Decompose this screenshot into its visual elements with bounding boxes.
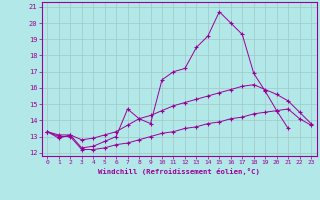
X-axis label: Windchill (Refroidissement éolien,°C): Windchill (Refroidissement éolien,°C): [98, 168, 260, 175]
